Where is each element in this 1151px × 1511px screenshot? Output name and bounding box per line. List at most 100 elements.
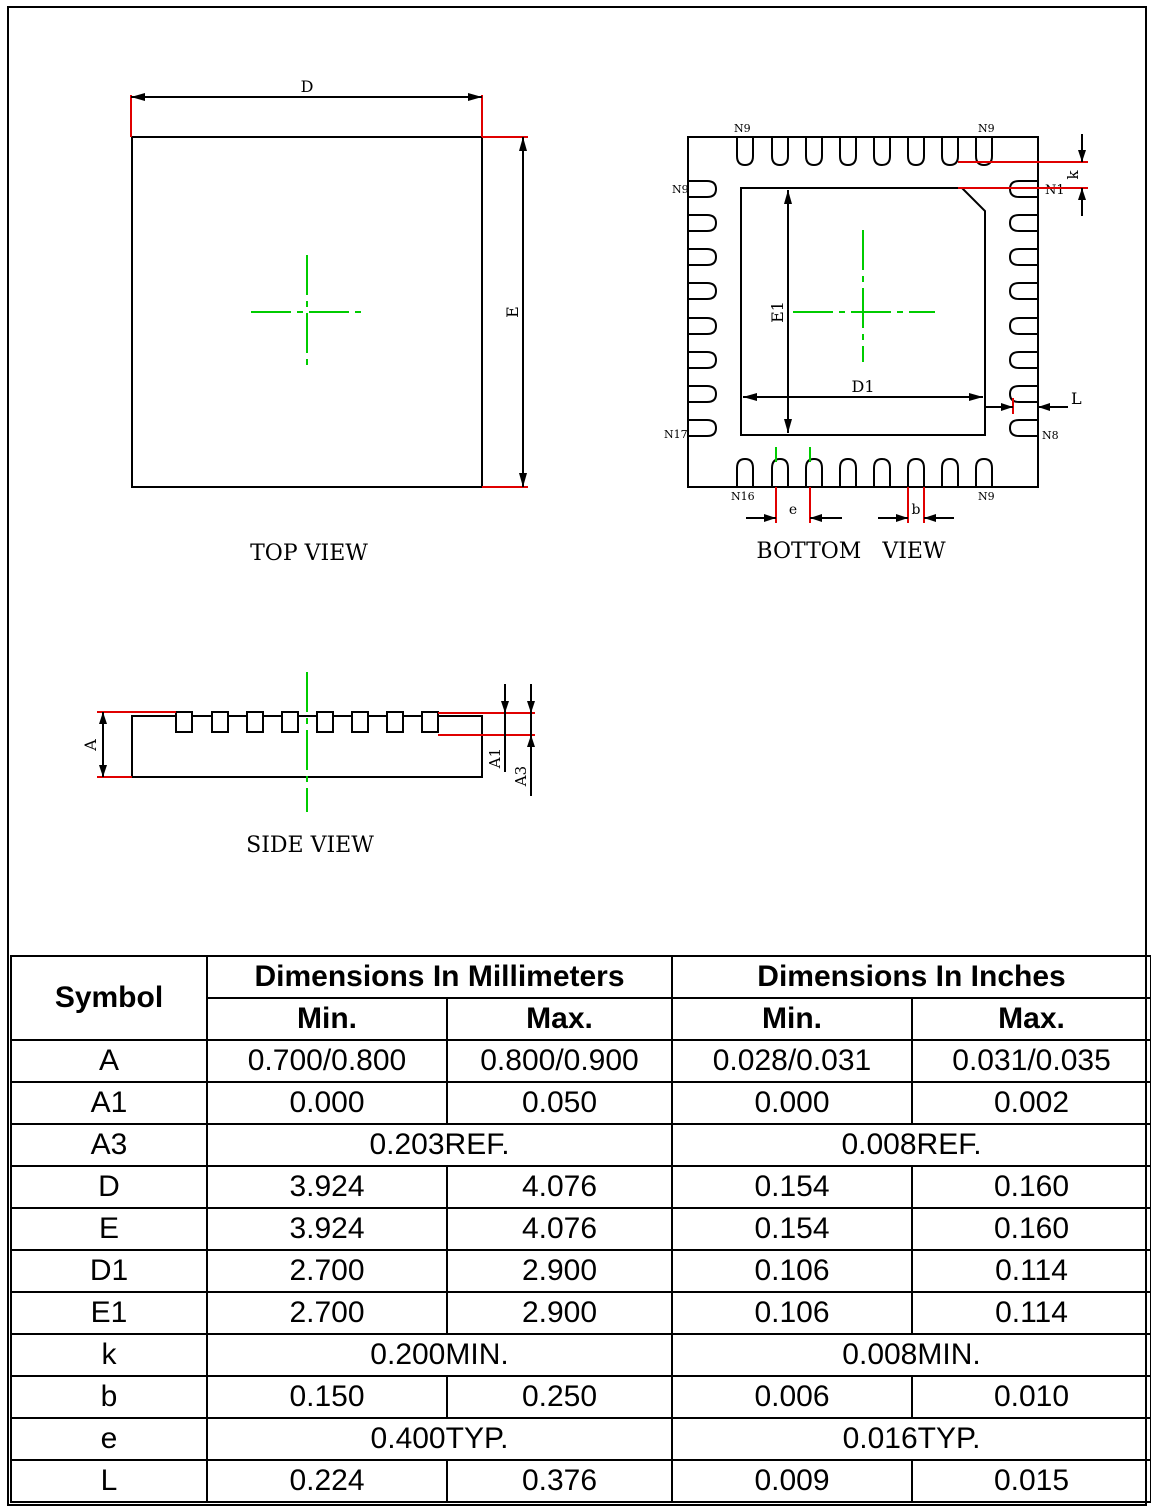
- k-label: k: [1064, 170, 1082, 180]
- symbol-cell: D: [10, 1165, 208, 1209]
- inch-max-header: Max.: [910, 997, 1151, 1041]
- pin: [688, 180, 718, 198]
- a-arrow-top: [99, 712, 107, 724]
- d1-arrow-left: [743, 393, 757, 401]
- e1-arrow-top: [784, 190, 792, 204]
- side-pin: [175, 711, 193, 733]
- inch-span-cell: 0.008REF.: [670, 1123, 1151, 1167]
- mm-min-header: Min.: [206, 997, 448, 1041]
- pin: [688, 385, 718, 403]
- b-arrow-left: [896, 514, 908, 522]
- inch-min-cell: 0.154: [671, 1165, 913, 1209]
- d-label: D: [301, 77, 314, 96]
- mm-max-cell: 2.900: [446, 1291, 673, 1335]
- side-pin: [386, 711, 404, 733]
- pin: [975, 457, 993, 487]
- symbol-cell: k: [10, 1333, 208, 1377]
- mm-min-cell: 3.924: [206, 1207, 448, 1251]
- pin: [975, 137, 993, 167]
- table-subheader-row: Min. Max. Min. Max.: [11, 997, 1151, 1041]
- side-pin: [351, 711, 369, 733]
- pin: [688, 317, 718, 335]
- side-view: A A1 A3 SIDE VIEW: [81, 672, 535, 858]
- pin-label-right-bottom: N8: [1042, 429, 1059, 442]
- pin-label-top-right: N9: [978, 122, 995, 135]
- symbol-cell: b: [10, 1375, 208, 1419]
- pin: [907, 137, 925, 167]
- side-pin: [421, 711, 439, 733]
- right-pin-row: [1008, 180, 1038, 437]
- pin: [736, 137, 754, 167]
- mm-max-header: Max.: [446, 997, 673, 1041]
- k-arrow-top: [1078, 150, 1086, 162]
- a3-arrow-top: [527, 701, 535, 713]
- k-arrow-bottom: [1078, 188, 1086, 200]
- pin: [688, 419, 718, 437]
- side-pin: [211, 711, 229, 733]
- table-row: A3 0.203REF. 0.008REF.: [10, 1123, 1151, 1167]
- mm-min-cell: 2.700: [206, 1249, 448, 1293]
- pin-label-right-top: N1: [1045, 183, 1065, 198]
- mm-max-cell: 0.250: [446, 1375, 673, 1419]
- e-pitch-arrow-right: [810, 514, 822, 522]
- mm-min-cell: 0.224: [206, 1459, 448, 1503]
- table-row: k 0.200MIN. 0.008MIN.: [10, 1333, 1151, 1377]
- pin: [688, 248, 718, 266]
- side-pin: [246, 711, 264, 733]
- pin: [1008, 385, 1038, 403]
- drawing-sheet: [7, 6, 1147, 1506]
- mm-min-cell: 0.700/0.800: [206, 1039, 448, 1083]
- pin: [907, 457, 925, 487]
- inch-header: Dimensions In Inches: [670, 955, 1151, 999]
- bottom-view: N9 N9 N9 N1 N17 N8 N16 N9 E1 D1 k L: [664, 122, 1088, 564]
- inch-min-cell: 0.000: [671, 1081, 913, 1125]
- pin-label-top-left: N9: [734, 122, 751, 135]
- e-pitch-label: e: [789, 502, 797, 518]
- mm-min-cell: 0.000: [206, 1081, 448, 1125]
- inch-min-cell: 0.106: [671, 1291, 913, 1335]
- mm-span-cell: 0.203REF.: [206, 1123, 673, 1167]
- pin-label-left-bottom: N17: [664, 428, 688, 441]
- inch-min-header: Min.: [671, 997, 913, 1041]
- inch-max-cell: 0.010: [910, 1375, 1151, 1419]
- table-row: b 0.150 0.250 0.006 0.010: [10, 1375, 1151, 1419]
- pin: [805, 137, 823, 167]
- table-row: L 0.224 0.376 0.009 0.015: [10, 1459, 1151, 1503]
- symbol-cell: D1: [10, 1249, 208, 1293]
- pin: [873, 457, 891, 487]
- inch-max-cell: 0.031/0.035: [910, 1039, 1151, 1083]
- mm-min-cell: 3.924: [206, 1165, 448, 1209]
- e1-arrow-bottom: [784, 419, 792, 433]
- table-row: E 3.924 4.076 0.154 0.160: [10, 1207, 1151, 1251]
- pin: [771, 137, 789, 167]
- table-row: A 0.700/0.800 0.800/0.900 0.028/0.031 0.031/…: [10, 1039, 1151, 1083]
- package-drawing: D E TOP VIEW: [81, 77, 1088, 858]
- symbol-cell: E1: [10, 1291, 208, 1335]
- e-arrow-bottom: [519, 473, 527, 487]
- left-pin-row: [688, 180, 718, 437]
- b-arrow-right: [924, 514, 936, 522]
- top-view-caption: TOP VIEW: [250, 541, 368, 566]
- inch-max-cell: 0.160: [910, 1207, 1151, 1251]
- dimensions-table: Symbol Dimensions In Millimeters Dimensi…: [10, 955, 1151, 1503]
- symbol-cell: A3: [10, 1123, 208, 1167]
- table-row: D1 2.700 2.900 0.106 0.114: [10, 1249, 1151, 1293]
- bottom-view-caption: BOTTOM VIEW: [756, 539, 946, 564]
- top-view: D E TOP VIEW: [130, 77, 528, 566]
- inch-min-cell: 0.009: [671, 1459, 913, 1503]
- side-pin: [316, 711, 334, 733]
- table-row: A1 0.000 0.050 0.000 0.002: [10, 1081, 1151, 1125]
- symbol-cell: A: [10, 1039, 208, 1083]
- inch-max-cell: 0.160: [910, 1165, 1151, 1209]
- a3-label: A3: [512, 766, 530, 787]
- d-arrow-right: [468, 93, 482, 101]
- d1-label: D1: [851, 377, 874, 396]
- d1-arrow-right: [969, 393, 983, 401]
- top-pin-row: [736, 137, 993, 167]
- inch-min-cell: 0.154: [671, 1207, 913, 1251]
- pin: [1008, 317, 1038, 335]
- table-row: D 3.924 4.076 0.154 0.160: [10, 1165, 1151, 1209]
- a3-arrow-bottom: [527, 735, 535, 747]
- side-view-caption: SIDE VIEW: [246, 833, 374, 858]
- pin-label-bottom-right: N9: [978, 490, 995, 503]
